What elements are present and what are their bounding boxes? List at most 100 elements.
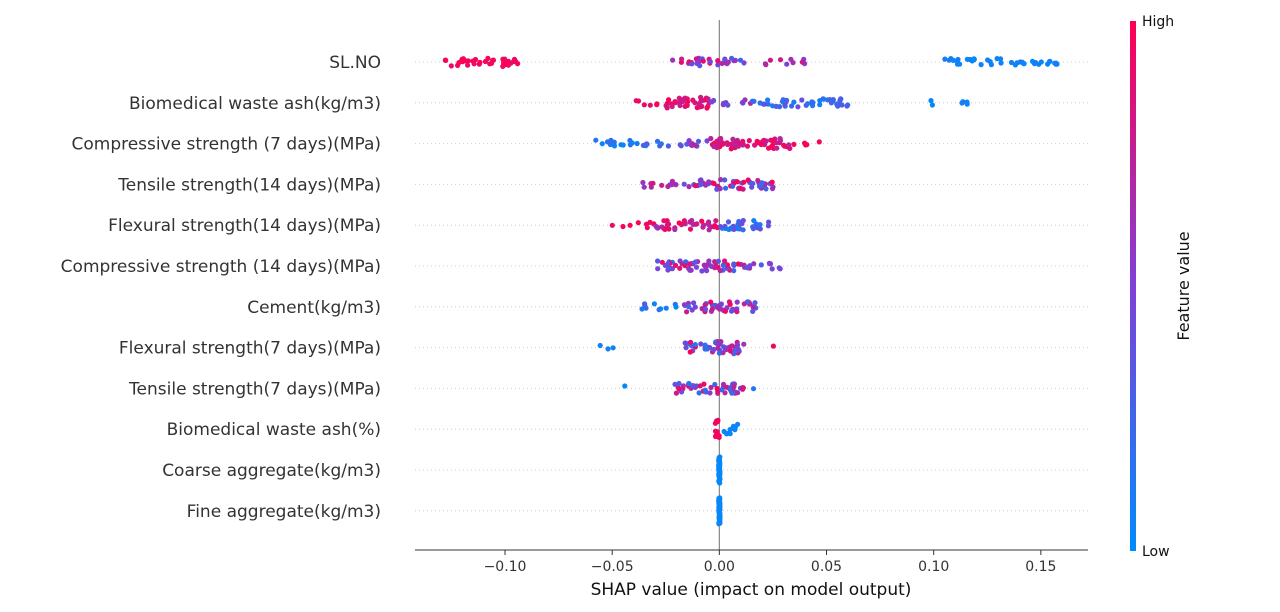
shap-point xyxy=(955,56,961,63)
colorbar-high-label: High xyxy=(1142,14,1174,30)
shap-point xyxy=(609,222,615,228)
shap-point xyxy=(998,60,1004,66)
shap-point xyxy=(804,101,811,107)
shap-point xyxy=(597,342,603,349)
feature-label: Tensile strength(14 days)(MPa) xyxy=(117,175,381,195)
shap-point xyxy=(715,345,721,351)
x-tick-label: −0.10 xyxy=(484,559,527,575)
shap-point xyxy=(738,185,744,192)
shap-point xyxy=(610,345,616,351)
shap-point xyxy=(964,99,970,105)
shap-point xyxy=(749,184,755,190)
shap-point xyxy=(1046,59,1053,65)
x-tick-label: 0.00 xyxy=(704,559,735,575)
shap-point xyxy=(691,300,697,306)
x-tick-label: 0.15 xyxy=(1025,559,1056,575)
shap-point xyxy=(708,384,714,391)
shap-point xyxy=(699,268,705,274)
x-tick-label: 0.05 xyxy=(811,559,842,575)
shap-point xyxy=(460,59,466,65)
shap-point xyxy=(715,341,721,347)
shap-point xyxy=(1038,59,1044,65)
shap-point xyxy=(687,261,693,267)
shap-point xyxy=(722,223,728,229)
shap-point xyxy=(465,62,471,68)
shap-point xyxy=(686,138,692,144)
feature-label: Coarse aggregate(kg/m3) xyxy=(162,461,381,481)
shap-point xyxy=(1031,61,1038,67)
shap-point xyxy=(692,304,698,310)
shap-point xyxy=(699,218,705,224)
shap-point xyxy=(737,57,744,63)
shap-point xyxy=(697,383,703,389)
shap-point xyxy=(749,98,756,104)
shap-point xyxy=(682,263,688,269)
shap-point xyxy=(765,101,771,107)
shap-point xyxy=(767,261,774,267)
shap-point xyxy=(673,304,679,310)
shap-point xyxy=(620,223,626,230)
shap-point xyxy=(707,59,713,65)
shap-point xyxy=(722,258,728,264)
shap-point xyxy=(750,308,756,314)
shap-point xyxy=(659,259,665,265)
shap-point xyxy=(635,220,641,226)
shap-point xyxy=(693,221,699,227)
shap-point xyxy=(751,261,757,267)
feature-label: Flexural strength(7 days)(MPa) xyxy=(119,339,381,359)
shap-point xyxy=(448,63,454,69)
shap-point xyxy=(729,55,735,62)
shap-point xyxy=(767,57,774,63)
shap-point xyxy=(957,61,963,67)
shap-point xyxy=(729,307,735,313)
shap-point xyxy=(502,62,508,68)
shap-point xyxy=(672,381,678,387)
shap-point xyxy=(777,104,783,110)
shap-point xyxy=(786,142,792,148)
x-tick-label: −0.05 xyxy=(591,559,634,575)
shap-point xyxy=(754,138,760,144)
shap-point xyxy=(734,179,741,185)
shap-point xyxy=(661,218,667,224)
shap-point xyxy=(723,430,730,437)
shap-point xyxy=(708,299,714,305)
feature-label: Compressive strength (14 days)(MPa) xyxy=(61,257,381,277)
shap-point xyxy=(704,138,710,144)
shap-point xyxy=(687,349,693,355)
shap-point xyxy=(734,140,740,146)
shap-point xyxy=(711,346,717,353)
shap-point xyxy=(839,102,845,108)
shap-point xyxy=(752,142,758,148)
shap-point xyxy=(704,346,710,352)
shap-point xyxy=(684,102,690,109)
shap-point xyxy=(670,57,676,63)
shap-point xyxy=(692,142,698,148)
shap-point xyxy=(599,141,605,147)
feature-label: Biomedical waste ash(%) xyxy=(167,420,381,440)
shap-point xyxy=(727,386,733,392)
shap-point xyxy=(465,58,471,64)
shap-point xyxy=(788,56,794,62)
shap-point xyxy=(717,186,723,192)
shap-point xyxy=(741,60,747,66)
shap-point xyxy=(655,266,661,272)
shap-point xyxy=(703,389,709,395)
shap-point xyxy=(751,218,757,224)
shap-point xyxy=(482,58,488,65)
shap-point xyxy=(706,258,712,264)
shap-point xyxy=(734,299,740,305)
points-layer xyxy=(442,55,1060,527)
shap-point xyxy=(644,225,650,231)
shap-point xyxy=(950,57,957,64)
shap-point xyxy=(511,56,518,62)
shap-point xyxy=(679,56,685,62)
x-axis-title: SHAP value (impact on model output) xyxy=(591,580,912,600)
shap-point xyxy=(685,99,691,105)
shap-point xyxy=(692,342,698,348)
shap-point xyxy=(734,342,741,348)
shap-point xyxy=(766,219,772,225)
shap-point xyxy=(929,102,936,108)
shap-point xyxy=(655,258,661,264)
shap-point xyxy=(715,417,721,423)
